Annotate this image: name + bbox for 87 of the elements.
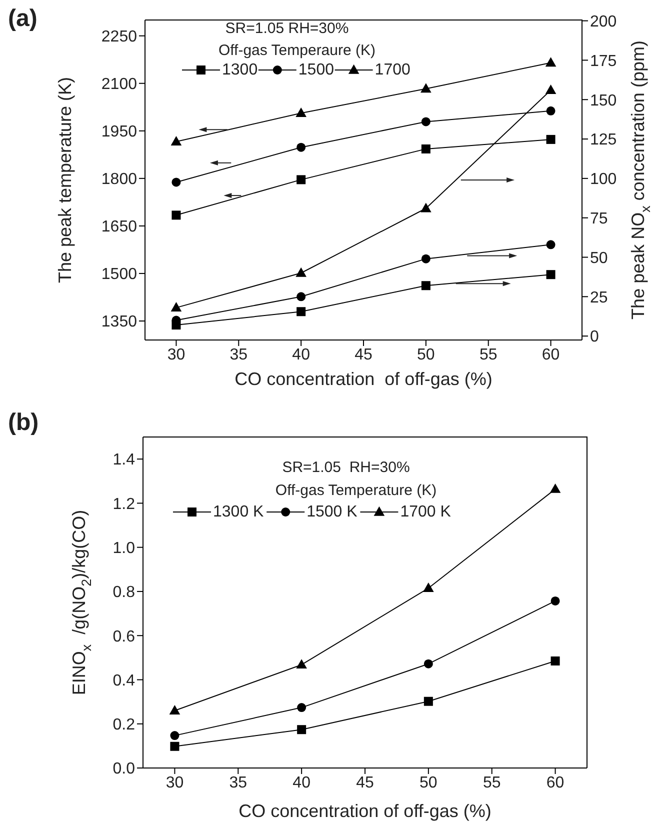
point bbox=[420, 83, 432, 93]
legend-label: 1500 bbox=[298, 62, 334, 78]
point bbox=[423, 582, 434, 592]
point bbox=[421, 281, 430, 290]
point bbox=[420, 202, 432, 212]
point bbox=[546, 240, 556, 250]
x-tick-label: 40 bbox=[292, 774, 311, 792]
point bbox=[296, 142, 306, 152]
y-tick-label: 1650 bbox=[101, 218, 138, 236]
y-tick-label: 1950 bbox=[101, 124, 138, 141]
annotation: SR=1.05 RH=30% bbox=[282, 458, 410, 476]
point bbox=[172, 210, 181, 220]
point bbox=[424, 696, 433, 706]
point bbox=[170, 731, 180, 740]
legend-label: 1700 K bbox=[400, 504, 452, 520]
y-tick-label: 0.6 bbox=[112, 628, 136, 646]
y2-tick-label: 0 bbox=[590, 328, 599, 346]
x-tick-label: 30 bbox=[166, 774, 184, 792]
y2-tick-label: 50 bbox=[590, 250, 608, 267]
x-tick-label: 50 bbox=[417, 346, 435, 364]
x-tick-label: 60 bbox=[542, 346, 560, 364]
point bbox=[297, 703, 306, 712]
x-tick-label: 35 bbox=[230, 346, 248, 364]
legend-label: 1300 bbox=[222, 62, 258, 78]
y-tick-label: 0.2 bbox=[112, 716, 136, 734]
point bbox=[296, 307, 306, 316]
point bbox=[550, 656, 560, 666]
y-tick-label: 1800 bbox=[101, 171, 138, 188]
point bbox=[170, 136, 182, 146]
x-tick-label: 50 bbox=[420, 774, 438, 792]
point bbox=[550, 596, 560, 606]
y-tick-label: 0.8 bbox=[112, 584, 136, 602]
y2-tick-label: 125 bbox=[590, 132, 617, 149]
point bbox=[170, 302, 182, 312]
y-tick-label: 1.4 bbox=[112, 452, 136, 469]
x-tick-label: 55 bbox=[479, 346, 498, 364]
x-tick-label: 45 bbox=[356, 774, 374, 792]
y2-tick-label: 175 bbox=[590, 52, 617, 70]
y2-tick-label: 150 bbox=[590, 92, 617, 110]
legend-label: 1500 K bbox=[306, 504, 358, 520]
point bbox=[546, 106, 556, 116]
point bbox=[424, 659, 433, 668]
x-tick-label: 45 bbox=[354, 346, 372, 364]
point bbox=[550, 483, 561, 493]
point bbox=[296, 267, 306, 277]
point bbox=[421, 144, 430, 154]
y-axis-title: The peak temperature (K) bbox=[55, 76, 75, 284]
x-tick-label: 35 bbox=[229, 774, 248, 792]
point bbox=[546, 134, 556, 144]
y-tick-label: 2100 bbox=[101, 76, 138, 94]
y2-tick-label: 100 bbox=[590, 171, 617, 188]
x-axis-title: CO concentration of off-gas (%) bbox=[238, 801, 492, 821]
point bbox=[296, 175, 306, 184]
y-tick-label: 0.0 bbox=[112, 760, 136, 778]
y2-tick-label: 200 bbox=[590, 13, 617, 30]
point bbox=[421, 117, 430, 126]
point bbox=[297, 725, 306, 734]
chart-title: (a) bbox=[8, 5, 38, 32]
point bbox=[296, 292, 306, 302]
point bbox=[169, 705, 180, 714]
y2-tick-label: 75 bbox=[590, 210, 608, 228]
y2-tick-label: 25 bbox=[590, 289, 608, 306]
legend-title: Off-gas Temperaure (K) bbox=[218, 42, 376, 58]
legend-label: 1700 bbox=[374, 62, 410, 78]
point bbox=[170, 742, 180, 751]
annotation: SR=1.05 RH=30% bbox=[225, 20, 349, 36]
y-tick-label: 0.4 bbox=[112, 672, 136, 690]
y-tick-label: 1.0 bbox=[112, 540, 136, 558]
x-tick-label: 40 bbox=[292, 346, 310, 364]
point bbox=[172, 178, 181, 187]
point bbox=[296, 659, 307, 669]
point bbox=[546, 270, 556, 280]
point bbox=[545, 57, 556, 67]
y-tick-label: 2250 bbox=[101, 28, 138, 46]
legend-label: 1300 K bbox=[213, 504, 264, 520]
point bbox=[296, 108, 306, 117]
y-tick-label: 1.2 bbox=[112, 496, 136, 513]
legend-title: Off-gas Temperature (K) bbox=[275, 482, 437, 498]
x-tick-label: 30 bbox=[167, 346, 186, 364]
point bbox=[545, 84, 556, 94]
x-tick-label: 55 bbox=[482, 774, 501, 792]
point bbox=[421, 254, 430, 264]
chart-title: (b) bbox=[8, 409, 39, 436]
y-tick-label: 1500 bbox=[101, 266, 138, 284]
x-axis-title: CO concentration of off-gas (%) bbox=[234, 369, 492, 389]
x-tick-label: 60 bbox=[546, 774, 564, 792]
y-tick-label: 1350 bbox=[101, 314, 138, 331]
